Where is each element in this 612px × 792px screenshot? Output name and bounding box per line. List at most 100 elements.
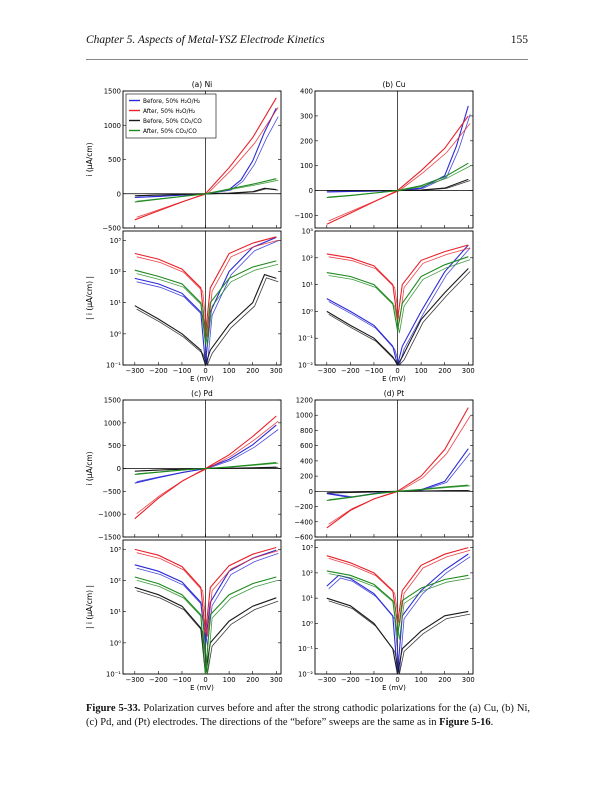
panel-title: (a) Ni [192,80,213,89]
y-tick-label: 10² [302,569,314,577]
panel-b-log: 10⁻² 10⁻¹ 10⁰ 10¹ 10² 10³ −300 −200 −100 0 100 200 3… [298,228,475,384]
y-tick-label: 1500 [104,397,121,405]
series-line [326,570,469,637]
y-tick-label: 10⁻¹ [106,362,121,370]
y-tick-label: −500 [102,225,121,233]
series-return-sweep [328,114,471,193]
x-tick-label: 200 [438,676,451,684]
series-return-sweep [136,277,279,367]
x-tick-label: 100 [223,367,236,375]
x-tick-label: −100 [173,676,192,684]
plot-frame [314,399,474,538]
panel-title: (c) Pd [191,389,213,398]
y-tick-label: 10⁻¹ [298,645,313,653]
x-tick-label: 0 [395,676,399,684]
series-return-sweep [136,550,279,637]
panel-a-log: 10⁻¹ 10⁰ 10¹ 10² 10³ −300 −200 −100 0 100 200 300 E … [85,230,283,383]
x-tick-label: 300 [270,676,283,684]
y-tick-label: 10⁰ [110,330,122,338]
x-tick-label: 300 [270,367,283,375]
series-return-sweep [136,179,279,202]
series-line [134,236,277,334]
plot-frame [314,230,474,366]
series-line [134,546,277,634]
x-tick-label: −100 [365,367,384,375]
series-return-sweep [136,116,279,198]
y-tick-label: 10¹ [302,281,314,289]
x-axis-label: E (mV) [382,684,406,692]
y-tick-label: 1000 [296,412,313,420]
y-tick-label: 800 [300,427,313,435]
legend-box [125,93,217,139]
series-line [326,268,469,367]
page-number: 155 [510,34,528,46]
x-tick-label: 200 [246,367,259,375]
y-tick-label: 600 [300,442,313,450]
series-line [134,273,277,367]
series-return-sweep [136,462,279,475]
y-tick-label: 10³ [110,546,122,554]
x-tick-label: 100 [223,676,236,684]
x-axis-label: E (mV) [190,375,214,383]
caption-label: Figure 5-33. [86,703,141,714]
y-tick-label: 1200 [296,397,313,405]
x-tick-label: −300 [125,367,144,375]
x-tick-label: −200 [149,367,168,375]
series-return-sweep [328,165,471,198]
chapter-title: Chapter 5. Aspects of Metal-YSZ Electrod… [86,34,325,46]
y-tick-label: −1000 [98,511,121,519]
y-tick-label: −1500 [98,534,121,542]
legend-label: Before, 50% CO₂/CO [143,119,202,125]
y-tick-label: −600 [294,534,313,542]
plot-frame [122,539,282,675]
caption-figure-ref: Figure 5-16 [439,717,491,728]
y-tick-label: 10² [302,254,314,262]
series-return-sweep [136,263,279,347]
y-axis-label: i (μA/cm) [85,451,94,485]
x-tick-label: −200 [149,676,168,684]
x-tick-label: −100 [173,367,192,375]
y-axis-label: i (μA/cm) [85,142,94,176]
panel-d-log: 10⁻² 10⁻¹ 10⁰ 10¹ 10² 10³ −300 −200 −100 0 100 200 3… [298,539,475,692]
series-return-sweep [136,188,279,196]
y-tick-label: 1000 [104,419,121,427]
legend-label: After, 50% CO₂/CO [143,129,197,135]
series-return-sweep [136,579,279,675]
legend-label: After, 50% H₂O/H₂ [143,109,195,115]
x-tick-label: 0 [203,367,207,375]
series-return-sweep [328,485,471,500]
y-tick-label: 10³ [302,228,314,236]
x-tick-label: 200 [246,676,259,684]
series-line [326,244,469,320]
y-tick-label: 200 [300,137,313,145]
y-tick-label: 10³ [302,544,314,552]
x-tick-label: 100 [415,676,428,684]
series-line [134,260,277,344]
y-tick-label: 100 [300,162,313,170]
y-tick-label: 200 [300,473,313,481]
page-header: Chapter 5. Aspects of Metal-YSZ Electrod… [86,34,528,52]
x-tick-label: 0 [203,676,207,684]
legend-label: Before, 50% H₂O/H₂ [143,99,200,105]
panel-b: (b) Cu −100 0 100 200 300 400 [294,80,474,229]
y-tick-label: 0 [117,465,121,473]
y-tick-label: 10⁰ [302,620,314,628]
x-tick-label: 100 [415,367,428,375]
caption-end: . [490,717,494,728]
series-return-sweep [136,239,279,338]
y-tick-label: 10² [110,577,122,585]
y-tick-label: 500 [108,156,121,164]
x-axis-label: E (mV) [190,684,214,692]
y-tick-label: 10¹ [110,299,122,307]
y-tick-label: 1000 [104,122,121,130]
series-return-sweep [328,573,471,640]
y-tick-label: 10³ [110,237,122,245]
y-tick-label: 1500 [104,88,121,96]
y-tick-label: 10⁻² [298,362,313,370]
y-tick-label: −100 [294,212,313,220]
y-tick-label: 400 [300,88,313,96]
y-tick-label: 300 [300,112,313,120]
y-tick-label: −200 [294,503,313,511]
y-tick-label: 400 [300,457,313,465]
